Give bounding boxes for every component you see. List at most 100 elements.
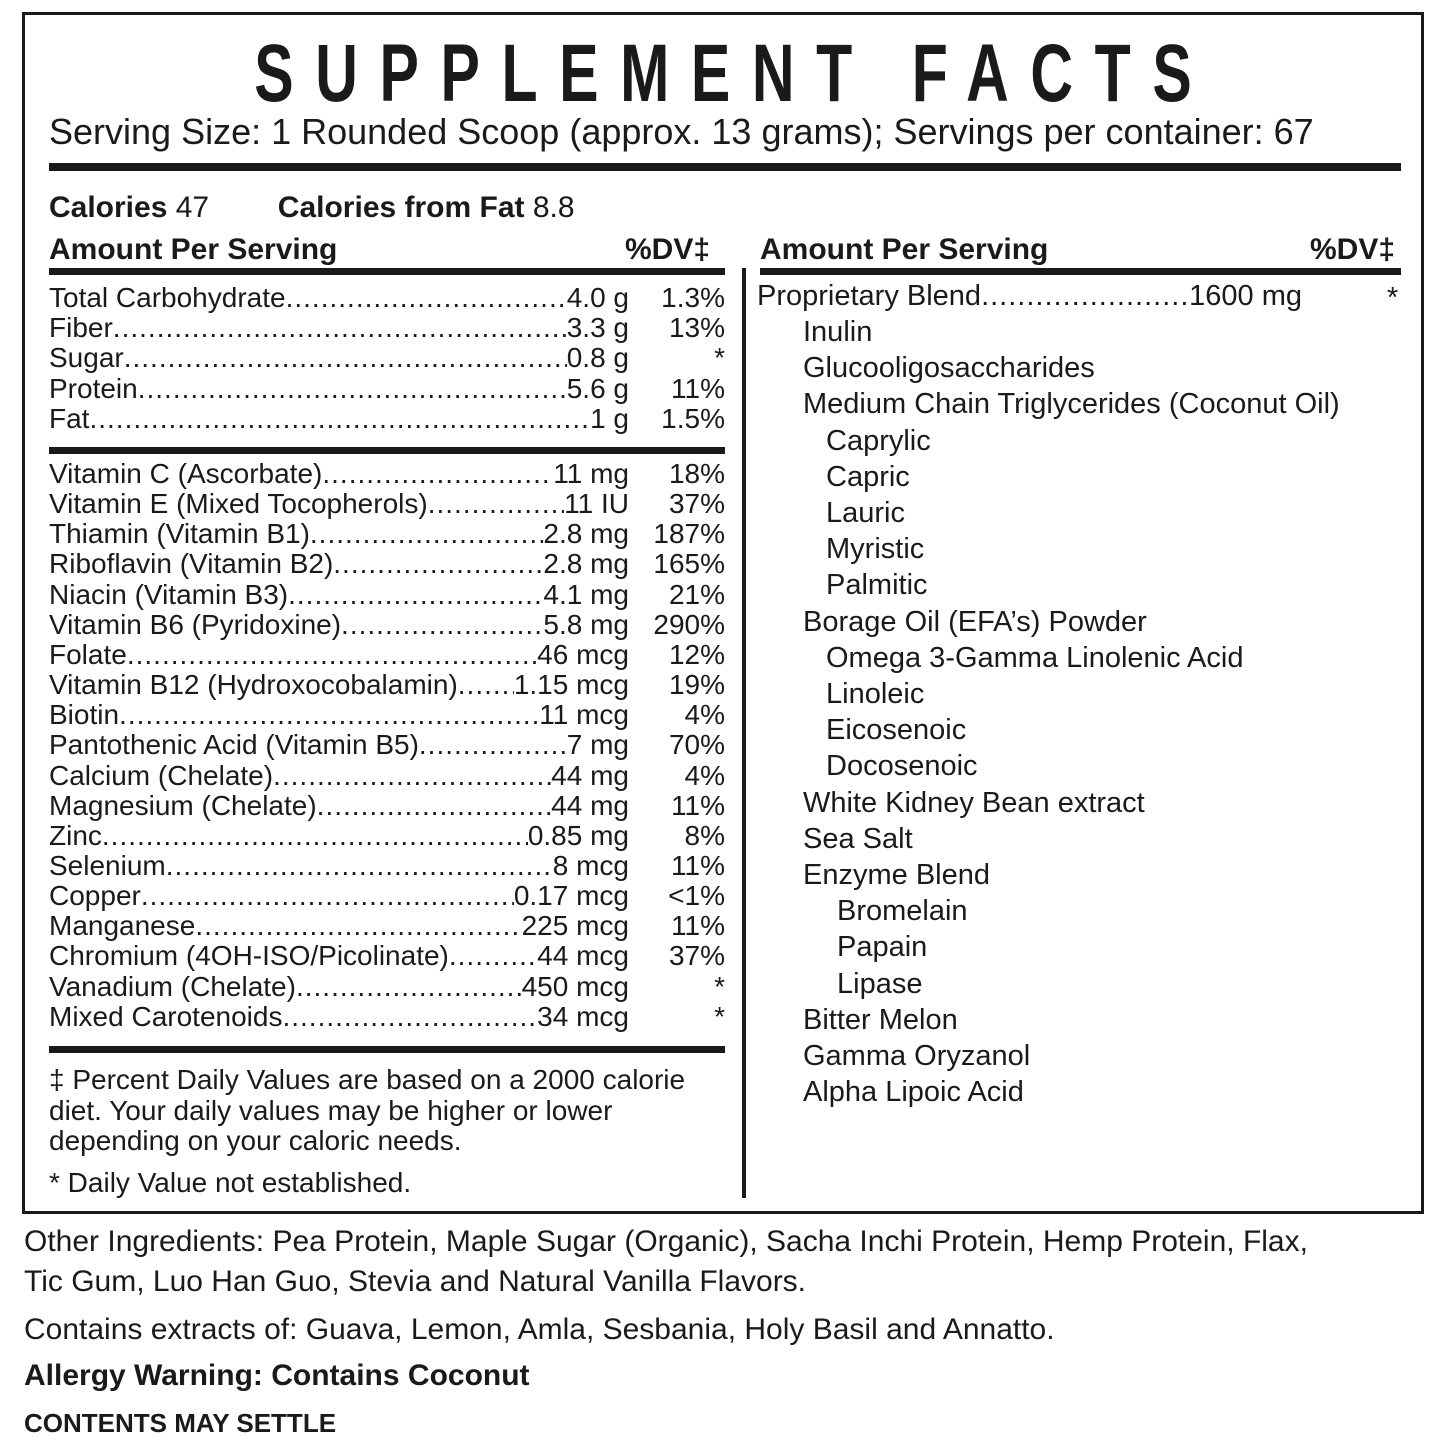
- leader-dots: [981, 281, 1189, 311]
- left-amount-header: Amount Per Serving: [49, 233, 338, 266]
- nutrient-name: Biotin: [49, 699, 120, 731]
- nutrient-dv: 11%: [671, 910, 725, 942]
- leader-dots: [341, 610, 543, 640]
- column-divider: [742, 268, 746, 1198]
- nutrient-amount: 3.3 g: [566, 312, 629, 344]
- nutrient-amount: 44 mg: [551, 759, 629, 791]
- nutrient-dv: *: [714, 342, 725, 374]
- nutrient-dv: 165%: [653, 548, 725, 580]
- leader-dots: [113, 313, 567, 343]
- blend-ingredient: Papain: [837, 931, 928, 964]
- nutrient-name: Pantothenic Acid (Vitamin B5): [49, 729, 419, 761]
- other-ingredients: Other Ingredients: Pea Protein, Maple Su…: [24, 1225, 1308, 1258]
- nutrient-row: Sugar 0.8 g *: [49, 343, 725, 373]
- nutrient-row: Vanadium (Chelate) 450 mcg *: [49, 970, 725, 1002]
- blend-ingredient: Linoleic: [826, 678, 925, 710]
- panel-title: SUPPLEMENT FACTS: [254, 28, 1214, 119]
- nutrient-dv: 18%: [668, 458, 725, 489]
- leader-dots: [449, 941, 537, 971]
- blend-dv: *: [1387, 282, 1399, 314]
- leader-dots: [102, 821, 528, 851]
- blend-ingredient: Capric: [826, 460, 910, 493]
- leader-dots: [322, 459, 553, 489]
- nutrient-row: Vitamin C (Ascorbate) 11 mg 18%: [49, 459, 725, 489]
- blend-ingredient: Lipase: [837, 967, 923, 1000]
- blend-ingredient: Enzyme Blend: [803, 859, 990, 891]
- nutrient-amount: 44 mcg: [537, 940, 629, 972]
- calories-label: Calories: [49, 191, 168, 224]
- nutrient-name: Manganese: [49, 910, 196, 942]
- nutrient-row: Total Carbohydrate 4.0 g 1.3%: [49, 283, 725, 313]
- nutrient-dv: 4%: [684, 759, 725, 791]
- nutrient-dv: 21%: [668, 578, 725, 610]
- nutrient-name: Thiamin (Vitamin B1): [49, 518, 310, 550]
- nutrient-row: Vitamin E (Mixed Tocopherols) 11 IU 37%: [49, 489, 725, 519]
- proprietary-blend-row: Proprietary Blend 1600 mg: [757, 281, 1302, 311]
- nutrient-dv: 13%: [668, 312, 725, 344]
- leader-dots: [428, 489, 564, 519]
- blend-ingredient: Alpha Lipoic Acid: [803, 1076, 1024, 1109]
- right-dv-header: %DV‡: [1310, 233, 1396, 266]
- footnote-line: diet. Your daily values may be higher or…: [49, 1095, 613, 1126]
- nutrient-dv: *: [714, 970, 725, 1002]
- nutrient-dv: 4%: [684, 699, 725, 731]
- blend-ingredient: Sea Salt: [803, 822, 913, 855]
- footnote-line: depending on your caloric needs.: [49, 1125, 462, 1156]
- nutrient-name: Mixed Carotenoids: [49, 1000, 283, 1032]
- left-dv-header: %DV‡: [625, 233, 711, 266]
- nutrient-dv: 1.3%: [661, 282, 725, 313]
- footnote-line: ‡ Percent Daily Values are based on a 20…: [49, 1064, 686, 1095]
- leader-dots: [317, 791, 552, 821]
- nutrient-name: Folate: [49, 638, 127, 670]
- nutrient-name: Protein: [49, 372, 138, 404]
- nutrient-dv: 19%: [668, 669, 725, 701]
- nutrient-row: Selenium 8 mcg 11%: [49, 849, 725, 881]
- nutrient-name: Selenium: [49, 849, 166, 881]
- divider: [49, 268, 725, 275]
- nutrient-dv: 11%: [671, 789, 725, 821]
- nutrient-amount: 11 IU: [564, 488, 629, 520]
- blend-ingredient: Bitter Melon: [803, 1003, 958, 1036]
- leader-dots: [296, 972, 522, 1002]
- nutrient-amount: 4.1 mg: [543, 578, 629, 610]
- nutrient-dv: 11%: [671, 849, 725, 881]
- nutrient-name: Riboflavin (Vitamin B2): [49, 548, 334, 580]
- nutrient-amount: 450 mcg: [521, 970, 629, 1002]
- nutrient-row: Zinc 0.85 mg 8%: [49, 819, 725, 851]
- nutrient-amount: 4.0 g: [566, 282, 629, 313]
- leader-dots: [273, 761, 551, 791]
- blend-amount: 1600 mg: [1189, 280, 1302, 312]
- leader-dots: [127, 640, 537, 670]
- nutrient-row: Protein 5.6 g 11%: [49, 372, 725, 404]
- leader-dots: [119, 700, 539, 730]
- nutrient-dv: *: [714, 1000, 725, 1032]
- nutrient-row: Pantothenic Acid (Vitamin B5) 7 mg 70%: [49, 730, 725, 760]
- supplement-facts-panel: SUPPLEMENT FACTS Serving Size: 1 Rounded…: [22, 12, 1424, 1214]
- blend-ingredient: Inulin: [803, 316, 873, 348]
- leader-dots: [310, 519, 543, 549]
- blend-ingredient: Glucooligosaccharides: [803, 352, 1095, 385]
- blend-ingredient: Gamma Oryzanol: [803, 1040, 1031, 1072]
- nutrient-dv: 11%: [671, 372, 725, 404]
- nutrient-name: Fat: [49, 402, 90, 434]
- nutrient-name: Copper: [49, 880, 141, 912]
- nutrient-amount: 2.8 mg: [543, 548, 629, 580]
- right-amount-header: Amount Per Serving: [760, 233, 1049, 266]
- leader-dots: [333, 549, 543, 579]
- calories-fat-label: Calories from Fat: [277, 191, 525, 224]
- calories-line: Calories 47 Calories from Fat 8.8: [49, 191, 575, 225]
- nutrient-amount: 7 mg: [566, 729, 629, 761]
- nutrient-amount: 0.8 g: [566, 342, 629, 374]
- nutrient-name: Total Carbohydrate: [49, 282, 286, 313]
- nutrient-dv: 187%: [653, 518, 725, 550]
- nutrient-amount: 1.15 mcg: [513, 669, 629, 701]
- nutrient-amount: 2.8 mg: [543, 518, 629, 550]
- nutrient-dv: 8%: [684, 819, 725, 851]
- blend-ingredient: Lauric: [826, 497, 905, 529]
- nutrient-row: Folate 46 mcg 12%: [49, 638, 725, 670]
- nutrient-amount: 5.6 g: [566, 372, 629, 404]
- nutrient-name: Vitamin E (Mixed Tocopherols): [49, 488, 428, 520]
- blend-ingredient: Caprylic: [826, 424, 931, 457]
- calories-fat-value: 8.8: [532, 191, 575, 224]
- nutrient-dv: 70%: [668, 729, 725, 761]
